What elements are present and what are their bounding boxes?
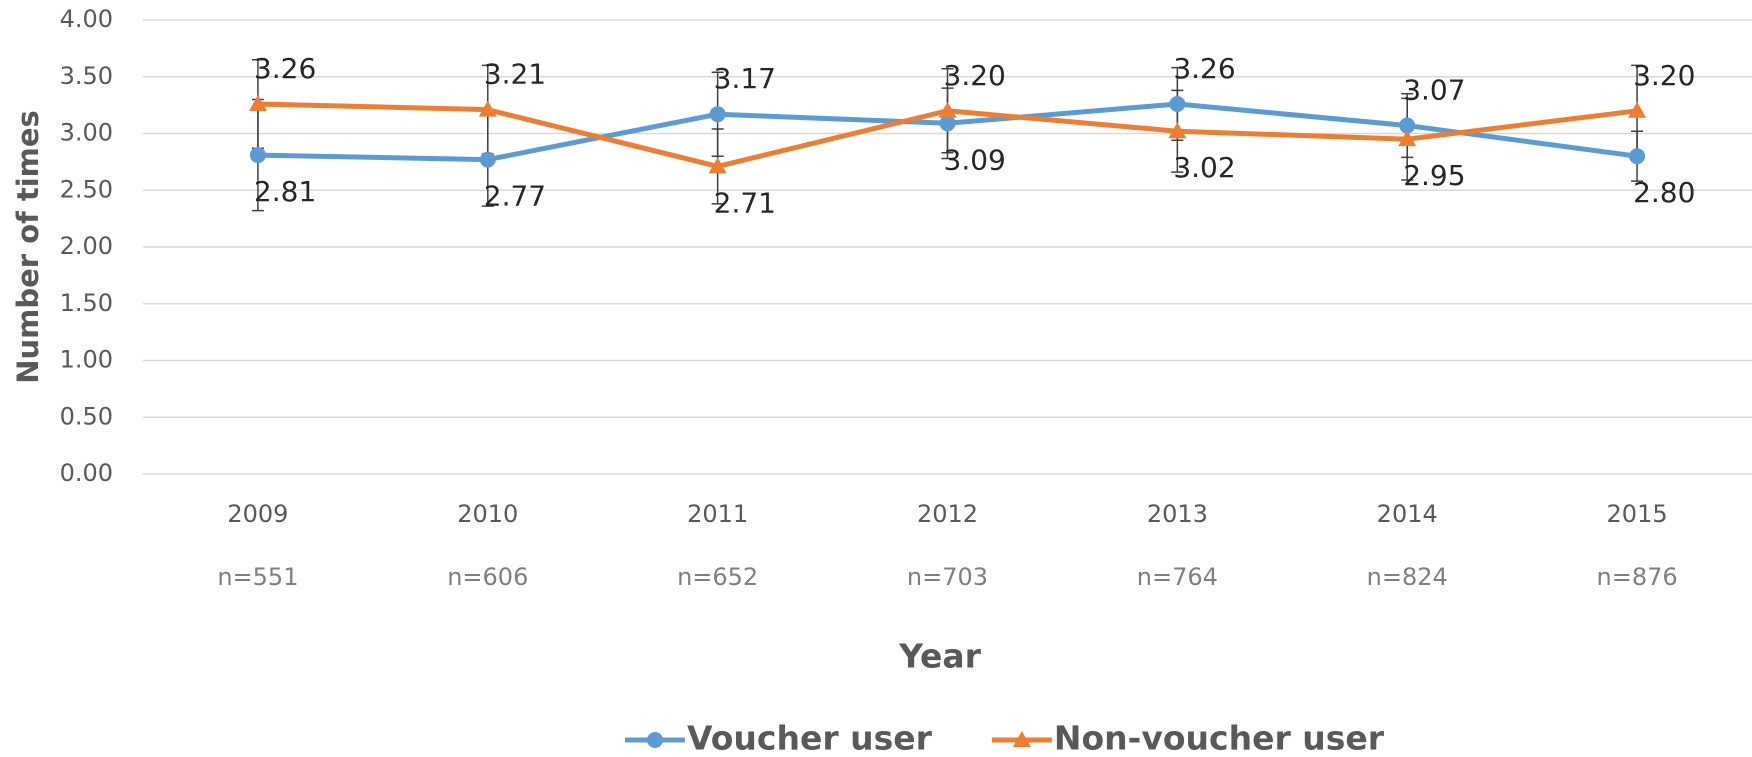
sample-size-label: n=764	[1137, 563, 1218, 591]
legend-label: Voucher user	[687, 719, 933, 757]
marker	[1398, 130, 1417, 147]
x-axis-label: Year	[898, 637, 982, 676]
sample-size-label: n=876	[1597, 563, 1678, 591]
marker	[647, 732, 663, 748]
data-label: 3.21	[484, 58, 546, 91]
marker	[1628, 101, 1647, 118]
y-tick-label: 3.00	[60, 119, 113, 147]
marker	[1629, 148, 1646, 165]
x-tick-label: 2012	[917, 500, 978, 528]
x-tick-label: 2015	[1607, 500, 1668, 528]
data-label: 2.77	[484, 180, 546, 213]
data-label: 3.20	[944, 59, 1006, 92]
y-tick-label: 1.50	[60, 289, 113, 317]
sample-size-label: n=703	[907, 563, 988, 591]
x-tick-label: 2014	[1377, 500, 1438, 528]
data-label: 2.71	[714, 186, 776, 219]
data-label: 3.02	[1173, 151, 1235, 184]
data-label: 3.17	[714, 62, 776, 95]
data-label: 3.20	[1633, 59, 1695, 92]
marker	[1012, 731, 1031, 747]
data-label: 2.81	[254, 175, 316, 208]
marker	[249, 147, 266, 164]
marker	[1169, 95, 1186, 112]
data-label: 3.26	[1173, 52, 1235, 85]
marker	[938, 101, 957, 118]
y-tick-label: 4.00	[60, 5, 113, 33]
legend-label: Non-voucher user	[1054, 719, 1385, 757]
x-tick-label: 2013	[1147, 500, 1208, 528]
data-label: 3.09	[944, 143, 1006, 176]
y-tick-label: 2.00	[60, 232, 113, 260]
marker	[478, 100, 497, 117]
marker	[1168, 122, 1187, 139]
marker	[248, 94, 267, 111]
y-tick-label: 3.50	[60, 62, 113, 90]
y-axis-label: Number of times	[11, 110, 45, 384]
x-tick-label: 2010	[457, 500, 518, 528]
sample-size-label: n=606	[447, 563, 528, 591]
data-label: 2.95	[1403, 159, 1465, 192]
y-tick-label: 2.50	[60, 175, 113, 203]
sample-size-label: n=652	[677, 563, 758, 591]
marker	[479, 151, 496, 168]
marker	[709, 106, 726, 123]
sample-size-label: n=824	[1367, 563, 1448, 591]
sample-size-label: n=551	[217, 563, 298, 591]
y-tick-label: 0.00	[60, 459, 113, 487]
data-label: 3.07	[1403, 74, 1465, 107]
marker	[1399, 117, 1416, 134]
data-label: 3.26	[254, 52, 316, 85]
y-tick-label: 1.00	[60, 346, 113, 374]
y-tick-label: 0.50	[60, 402, 113, 430]
data-label: 2.80	[1633, 176, 1695, 209]
x-tick-label: 2011	[687, 500, 748, 528]
marker	[939, 115, 956, 132]
marker	[708, 157, 727, 174]
x-tick-label: 2009	[227, 500, 288, 528]
